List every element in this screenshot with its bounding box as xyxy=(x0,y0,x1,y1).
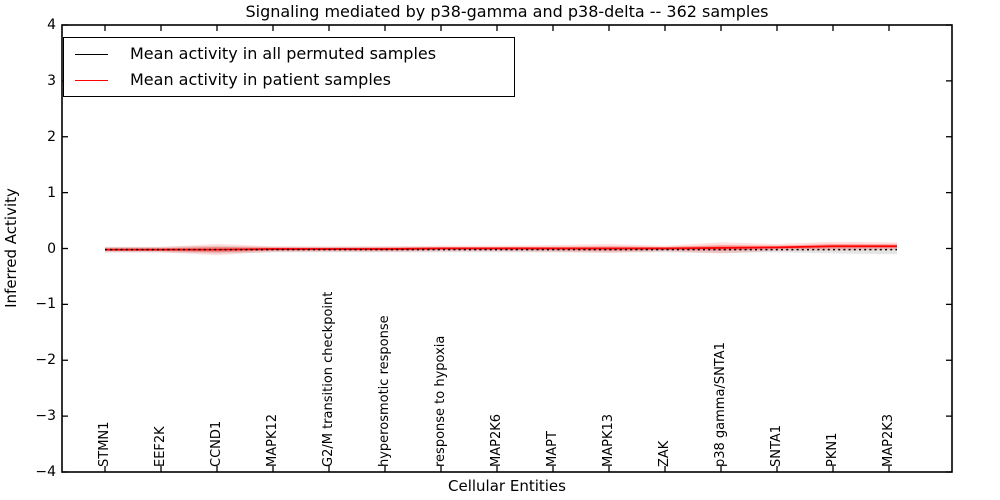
x-tick-label: EEF2K xyxy=(153,426,168,467)
x-tick-label: CCND1 xyxy=(209,420,224,467)
legend-item: Mean activity in patient samples xyxy=(75,70,514,90)
x-axis-label: Cellular Entities xyxy=(448,477,566,495)
legend-item: Mean activity in all permuted samples xyxy=(75,44,514,64)
legend-label: Mean activity in patient samples xyxy=(130,70,391,89)
x-tick-label: hyperosmotic response xyxy=(377,315,392,467)
x-tick-label: p38 gamma/SNTA1 xyxy=(713,342,728,467)
x-tick-label: STMN1 xyxy=(97,421,112,467)
x-tick-label: ZAK xyxy=(657,440,672,467)
y-tick-label: −3 xyxy=(35,408,56,425)
x-tick-label: SNTA1 xyxy=(769,424,784,467)
patient-mean-line xyxy=(105,245,897,251)
x-tick-label: PKN1 xyxy=(825,432,840,467)
x-tick-label: MAPK12 xyxy=(265,413,280,467)
y-tick-label: 2 xyxy=(47,128,56,145)
y-tick-label: −1 xyxy=(35,296,56,313)
chart-title: Signaling mediated by p38-gamma and p38-… xyxy=(245,2,769,21)
y-tick-label: −4 xyxy=(35,464,56,480)
y-tick-label: 3 xyxy=(47,72,56,89)
legend-label: Mean activity in all permuted samples xyxy=(130,44,437,63)
x-tick-label: MAP2K3 xyxy=(881,413,896,467)
y-tick-label: 4 xyxy=(47,17,56,33)
x-tick-label: G2/M transition checkpoint xyxy=(321,291,336,467)
x-tick-label: MAP2K6 xyxy=(489,413,504,467)
x-tick-label: MAPT xyxy=(545,431,560,467)
legend-line-sample-permuted xyxy=(75,53,108,55)
y-tick-label: 1 xyxy=(47,184,56,201)
legend-line-sample-patient xyxy=(75,79,108,81)
x-tick-label: response to hypoxia xyxy=(433,335,448,467)
y-tick-label: −2 xyxy=(35,352,56,369)
y-tick-label: 0 xyxy=(47,240,56,257)
legend: Mean activity in all permuted samples Me… xyxy=(63,37,515,97)
x-tick-label: MAPK13 xyxy=(601,413,616,467)
